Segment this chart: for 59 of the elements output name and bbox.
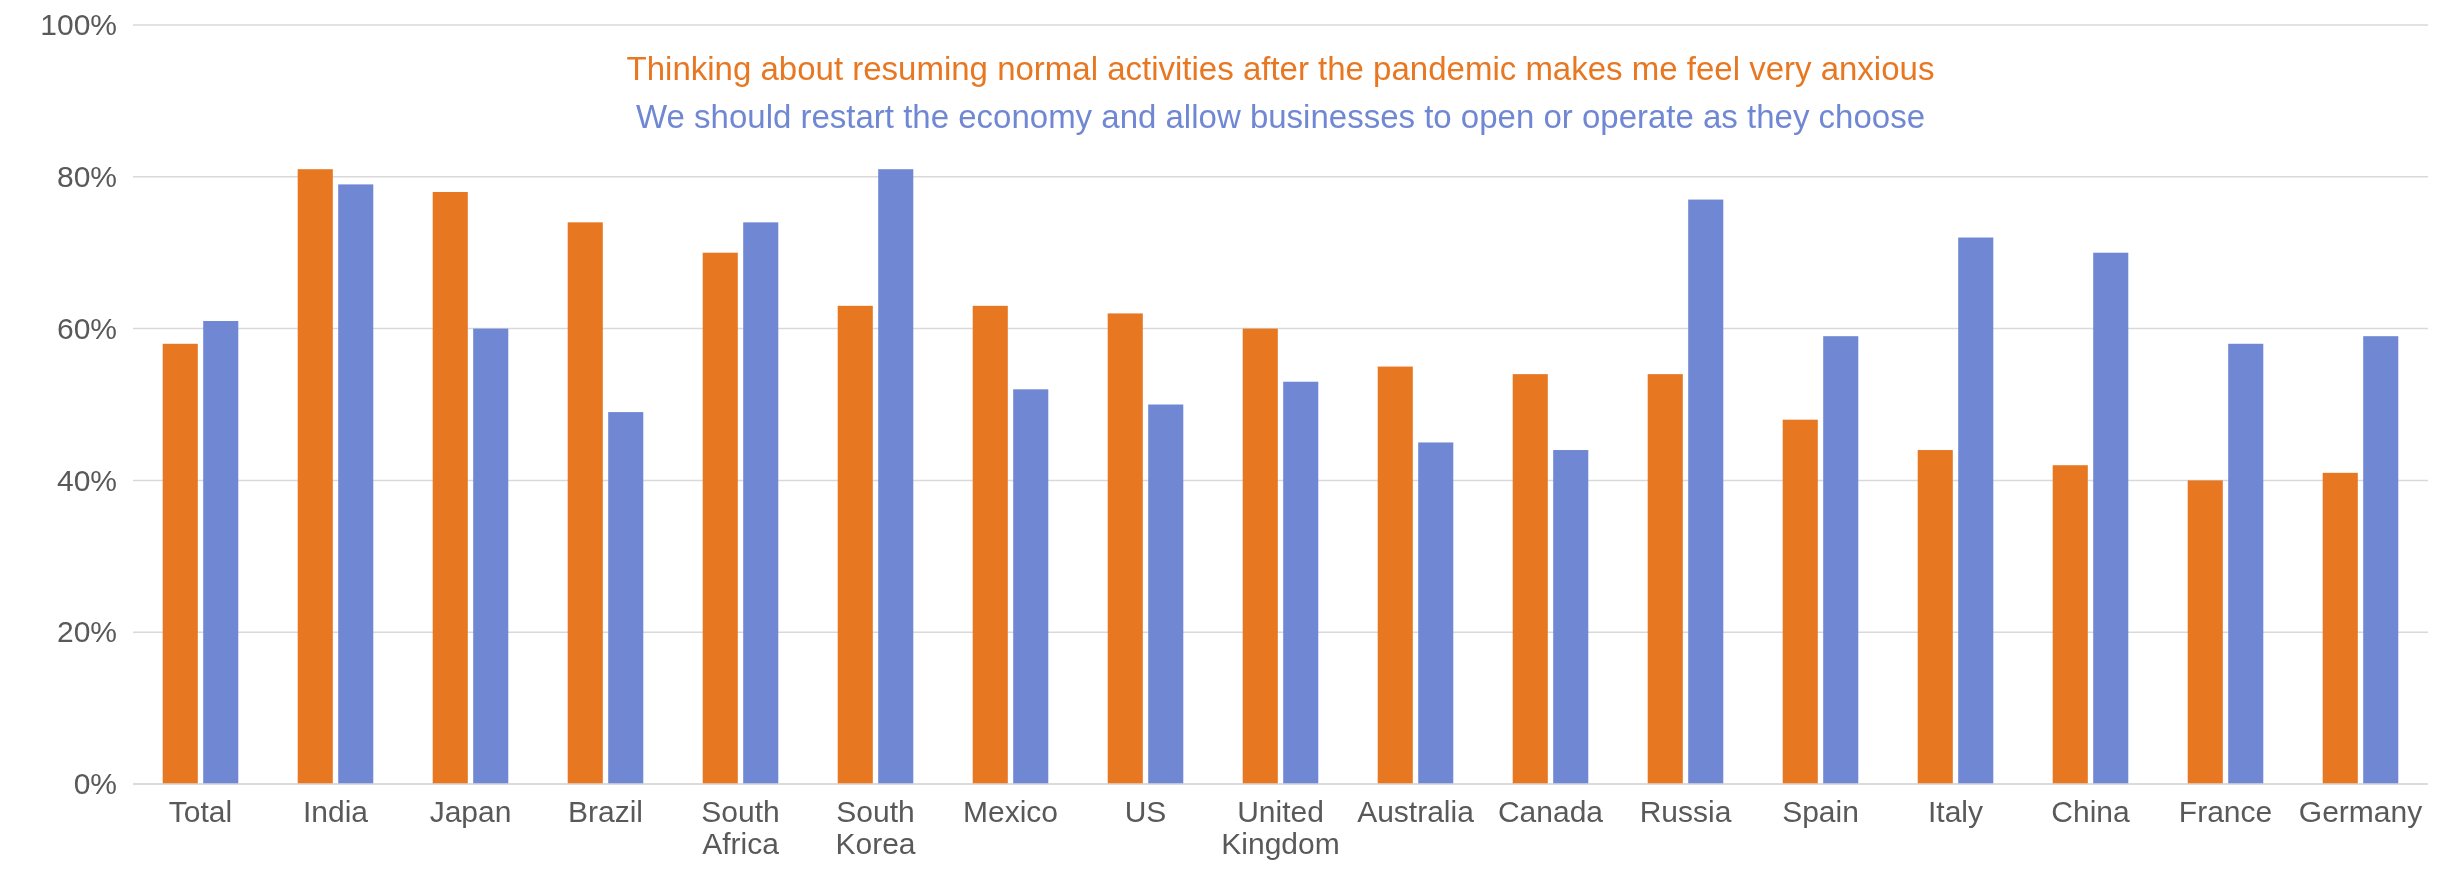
bar [432, 191, 468, 784]
x-tick-label: Italy [1927, 795, 1984, 828]
y-tick-label: 40% [56, 463, 117, 497]
bar [743, 222, 779, 784]
bar [837, 305, 873, 784]
x-tick-label: Mexico [962, 795, 1059, 828]
y-tick-label: 80% [56, 159, 117, 193]
y-tick-label: 0% [73, 767, 117, 801]
bar [1688, 199, 1724, 784]
bar [2322, 472, 2358, 784]
bar [1823, 336, 1859, 784]
bar [297, 169, 333, 784]
bar [1242, 328, 1278, 784]
x-tick-label: South Africa [701, 795, 780, 860]
bar [1013, 389, 1049, 784]
bar [1418, 442, 1454, 784]
bar [1148, 404, 1184, 784]
bar [608, 412, 644, 784]
bar [1553, 450, 1589, 784]
bar [1512, 374, 1548, 784]
bar [2363, 336, 2399, 784]
x-tick-label: Japan [429, 795, 512, 828]
x-tick-label: India [302, 795, 369, 828]
bar [2187, 480, 2223, 784]
x-tick-label: Canada [1497, 795, 1604, 828]
bar [1107, 313, 1143, 784]
y-tick-label: 20% [56, 615, 117, 649]
x-tick-label: Spain [1782, 795, 1859, 828]
x-tick-label: Germany [2298, 795, 2423, 828]
bar [702, 252, 738, 784]
x-tick-label: Total [168, 795, 233, 828]
bar [1647, 374, 1683, 784]
bar [1917, 450, 1953, 784]
bar [567, 222, 603, 784]
bar [1958, 237, 1994, 784]
text: Thinking about resuming normal activities after the pandemic makes me feel very anxious [626, 50, 1935, 87]
bar [972, 305, 1008, 784]
bar [1377, 366, 1413, 784]
bar [473, 328, 509, 784]
x-tick-label: China [2051, 795, 2130, 828]
x-tick-label: France [2178, 795, 2273, 828]
bar [2052, 465, 2088, 784]
x-tick-label: Brazil [567, 795, 644, 828]
y-tick-label: 60% [56, 311, 117, 345]
bar [203, 321, 239, 784]
bar [1782, 419, 1818, 784]
text: We should restart the economy and allow businesses to open or operate as they choose [636, 98, 1925, 135]
bar [2228, 343, 2264, 784]
x-tick-label: South Korea [835, 795, 916, 860]
x-tick-label: Russia [1639, 795, 1732, 828]
y-tick-label: 100% [40, 8, 117, 42]
bar [1283, 381, 1319, 784]
bar [2093, 252, 2129, 784]
bar [878, 169, 914, 784]
bar [338, 184, 374, 784]
x-tick-label: United Kingdom [1221, 795, 1340, 860]
x-tick-label: US [1124, 795, 1167, 828]
bar [162, 343, 198, 784]
x-tick-label: Australia [1357, 795, 1475, 828]
